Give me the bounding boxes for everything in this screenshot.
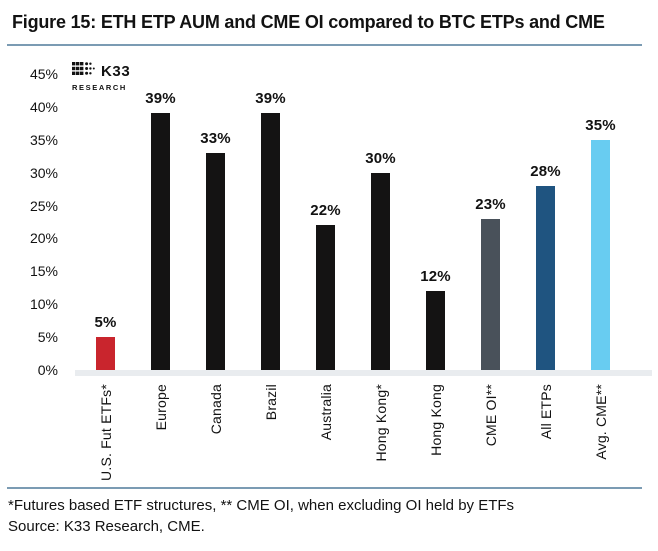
- bar-column: 33%: [188, 74, 243, 370]
- bar-u-s-fut-etfs: [96, 337, 115, 370]
- bar-value-label: 33%: [200, 129, 231, 147]
- x-label-cell: All ETPs: [518, 384, 573, 489]
- figure-title: Figure 15: ETH ETP AUM and CME OI compar…: [12, 12, 605, 32]
- bar-value-label: 39%: [255, 90, 286, 108]
- x-axis-category-labels: U.S. Fut ETFs* Europe Canada Brazil Australi…: [78, 384, 628, 489]
- bar-europe: [151, 113, 170, 370]
- y-tick-label: 20%: [29, 230, 58, 247]
- bar-column: 23%: [463, 74, 518, 370]
- bar-hong-kong: [371, 172, 390, 370]
- x-axis-baseline: [75, 370, 652, 376]
- y-tick-label: 35%: [29, 131, 58, 148]
- x-label-cell: CME OI**: [463, 384, 518, 489]
- y-tick-label: 30%: [29, 164, 58, 181]
- y-tick-label: 40%: [29, 98, 58, 115]
- y-tick-label: 0%: [37, 362, 58, 378]
- x-label-cell: U.S. Fut ETFs*: [78, 384, 133, 489]
- bar-australia: [316, 225, 335, 370]
- chart-area: K33 RESEARCH 45% 40% 35% 30% 25% 20% 15% 10% 5% 0…: [0, 60, 658, 486]
- x-label-cell: Brazil: [243, 384, 298, 489]
- title-underline: [7, 44, 642, 46]
- y-tick-label: 10%: [29, 296, 58, 313]
- k33-dots-icon: [72, 62, 96, 81]
- y-tick-label: 25%: [29, 197, 58, 214]
- bar-value-label: 5%: [94, 314, 117, 332]
- y-axis-tick-labels: 45% 40% 35% 30% 25% 20% 15% 10% 5% 0%: [0, 60, 58, 380]
- bar-value-label: 23%: [475, 195, 506, 213]
- bar-hong-kong: [426, 291, 445, 370]
- x-label-cell: Avg. CME**: [573, 384, 628, 489]
- bar-all-etps: [536, 185, 555, 370]
- footnote-line-2: Source: K33 Research, CME.: [8, 518, 205, 535]
- logo-row: K33: [72, 62, 130, 81]
- k33-research-logo: K33 RESEARCH: [72, 62, 130, 92]
- bar-value-label: 30%: [365, 149, 396, 167]
- y-tick-label: 45%: [29, 66, 58, 82]
- x-category-label: Hong Kong: [427, 384, 444, 456]
- x-category-label: Brazil: [262, 384, 279, 421]
- y-tick-label: 5%: [37, 329, 58, 346]
- bar-brazil: [261, 113, 280, 370]
- footer-divider: [7, 487, 642, 489]
- bar-column: 30%: [353, 74, 408, 370]
- bar-column: 22%: [298, 74, 353, 370]
- x-label-cell: Canada: [188, 384, 243, 489]
- x-label-cell: Hong Kong: [408, 384, 463, 489]
- x-label-cell: Hong Kong*: [353, 384, 408, 489]
- bar-value-label: 22%: [310, 202, 341, 220]
- logo-k33-text: K33: [101, 62, 131, 80]
- x-category-label: Hong Kong*: [372, 384, 389, 462]
- x-category-label: All ETPs: [537, 384, 554, 440]
- bar-cme-oi: [481, 218, 500, 370]
- logo-research-text: RESEARCH: [72, 83, 127, 92]
- bar-column: 35%: [573, 74, 628, 370]
- bar-avg-cme: [591, 139, 610, 370]
- x-label-cell: Australia: [298, 384, 353, 489]
- x-category-label: Avg. CME**: [592, 384, 609, 460]
- x-category-label: U.S. Fut ETFs*: [97, 384, 114, 481]
- bar-value-label: 12%: [420, 268, 451, 286]
- bar-value-label: 35%: [585, 116, 616, 134]
- bar-column: 5%: [78, 74, 133, 370]
- bar-value-label: 28%: [530, 162, 561, 180]
- x-category-label: CME OI**: [482, 384, 499, 447]
- x-category-label: Canada: [207, 384, 224, 435]
- bar-column: 12%: [408, 74, 463, 370]
- footnote-line-1: *Futures based ETF structures, ** CME OI…: [8, 497, 515, 514]
- x-label-cell: Europe: [133, 384, 188, 489]
- bar-column: 39%: [243, 74, 298, 370]
- x-category-label: Australia: [317, 384, 334, 441]
- bar-column: 28%: [518, 74, 573, 370]
- plot-bars: 5% 39% 33% 39% 22% 30% 12% 23% 28% 35%: [78, 74, 628, 370]
- bar-value-label: 39%: [145, 90, 176, 108]
- bar-column: 39%: [133, 74, 188, 370]
- x-category-label: Europe: [152, 384, 169, 431]
- bar-canada: [206, 152, 225, 370]
- footnote: *Futures based ETF structures, ** CME OI…: [8, 495, 650, 537]
- y-tick-label: 15%: [29, 263, 58, 280]
